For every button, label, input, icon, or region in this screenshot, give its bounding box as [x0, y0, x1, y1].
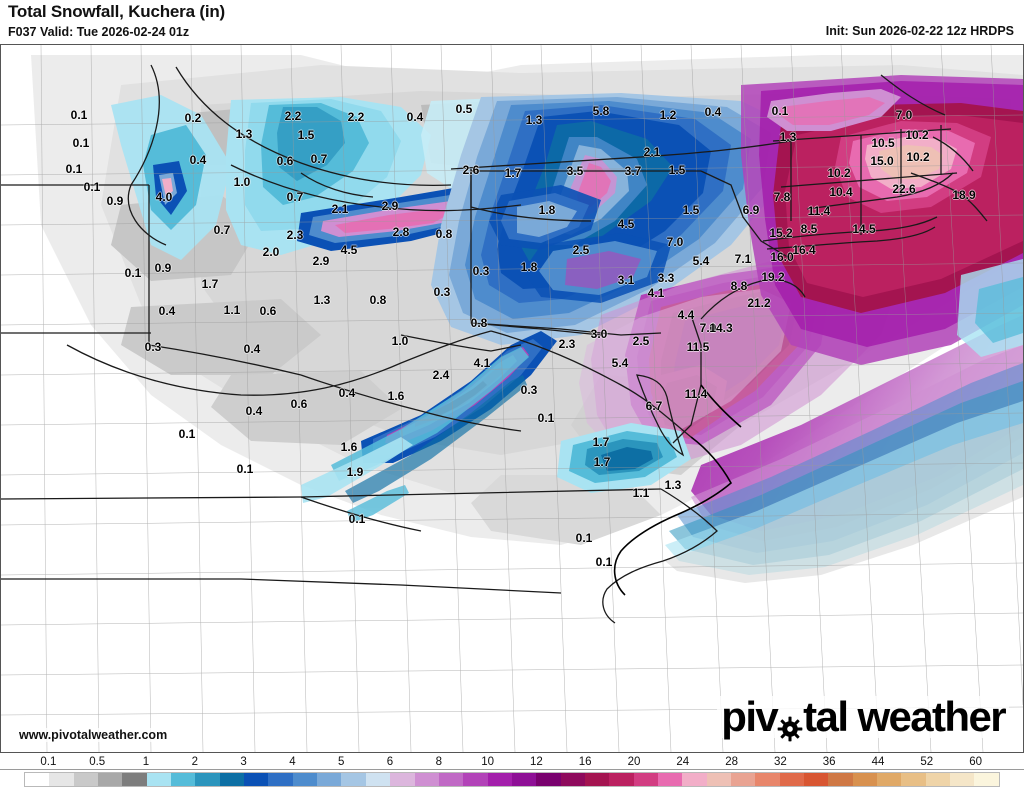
colorbar-tick-label: 12 — [529, 756, 543, 768]
colorbar-swatch[interactable] — [828, 773, 853, 786]
colorbar-swatch[interactable] — [974, 773, 999, 786]
colorbar-swatch[interactable] — [487, 773, 512, 786]
colorbar-swatch[interactable] — [560, 773, 585, 786]
colorbar-swatch[interactable] — [950, 773, 975, 786]
colorbar-tick-label: 28 — [725, 756, 738, 768]
colorbar-swatch[interactable] — [706, 773, 731, 786]
colorbar-tick-label: 44 — [871, 756, 885, 768]
colorbar-swatch[interactable] — [171, 773, 196, 786]
colorbar-swatch[interactable] — [511, 773, 537, 786]
colorbar-swatch[interactable] — [365, 773, 391, 786]
colorbar-tick-labels: 0.1 0.5 1 2 3 4 5 6 8 10 12 16 20 24 28 32 36 44 52 60 — [0, 755, 1024, 771]
gear-icon — [777, 707, 803, 742]
logo-text-pre: piv — [721, 693, 778, 740]
colorbar-swatch[interactable] — [414, 773, 439, 786]
logo-text-post: tal weather — [803, 693, 1006, 740]
map-canvas[interactable] — [1, 45, 1023, 752]
colorbar-tick-label: 3 — [240, 756, 247, 768]
colorbar-swatch[interactable] — [146, 773, 172, 786]
colorbar-swatch[interactable] — [49, 773, 74, 786]
colorbar-swatch[interactable] — [463, 773, 488, 786]
colorbar-tick-label: 16 — [578, 756, 592, 768]
colorbar-swatch[interactable] — [804, 773, 829, 786]
colorbar-tick-label: 10 — [481, 756, 494, 768]
colorbar-swatch[interactable] — [730, 773, 756, 786]
site-url-label: www.pivotalweather.com — [17, 728, 170, 742]
colorbar-swatch[interactable] — [25, 773, 50, 786]
map-frame[interactable]: 0.1 0.1 0.1 0.1 0.9 4.0 0.2 1.3 0.4 1.0 0.7 0.9 0.1 1… — [0, 44, 1024, 753]
colorbar-tick-label: 5 — [337, 756, 345, 768]
colorbar-tick-label: 52 — [920, 756, 934, 768]
colorbar-swatch[interactable] — [244, 773, 269, 786]
colorbar-tick-label: 0.5 — [89, 756, 106, 768]
colorbar-swatch[interactable] — [73, 773, 99, 786]
init-time-label: Init: Sun 2026-02-22 12z HRDPS — [825, 24, 1014, 38]
colorbar-swatch[interactable] — [609, 773, 634, 786]
colorbar-swatch[interactable] — [536, 773, 561, 786]
pivotal-weather-logo: piv tal weather — [717, 693, 1009, 742]
colorbar-swatch[interactable] — [268, 773, 293, 786]
colorbar-tick-label: 24 — [676, 756, 690, 768]
colorbar-swatch[interactable] — [438, 773, 464, 786]
colorbar-swatch[interactable] — [292, 773, 318, 786]
map-header: Total Snowfall, Kuchera (in) F037 Valid:… — [0, 0, 1024, 44]
colorbar-tick-label: 20 — [627, 756, 641, 768]
colorbar-swatch[interactable] — [755, 773, 780, 786]
colorbar-tick-label: 1 — [142, 756, 150, 768]
colorbar-swatches[interactable] — [24, 772, 1000, 787]
colorbar-swatch[interactable] — [779, 773, 804, 786]
colorbar-tick-label: 4 — [289, 756, 296, 768]
colorbar-tick-label: 6 — [386, 756, 394, 768]
colorbar-tick-label: 32 — [773, 756, 787, 768]
colorbar-swatch[interactable] — [317, 773, 342, 786]
colorbar-swatch[interactable] — [901, 773, 926, 786]
colorbar-swatch[interactable] — [633, 773, 658, 786]
colorbar-tick-label: 2 — [191, 756, 198, 768]
colorbar-swatch[interactable] — [341, 773, 366, 786]
colorbar[interactable]: 0.1 0.5 1 2 3 4 5 6 8 10 12 16 20 24 28 32 36 44 52 60 — [0, 755, 1024, 791]
colorbar-swatch[interactable] — [584, 773, 610, 786]
colorbar-swatch[interactable] — [122, 773, 147, 786]
valid-time-label: F037 Valid: Tue 2026-02-24 01z — [8, 25, 190, 39]
colorbar-swatch[interactable] — [98, 773, 123, 786]
colorbar-swatch[interactable] — [852, 773, 878, 786]
colorbar-swatch[interactable] — [195, 773, 220, 786]
colorbar-swatch[interactable] — [657, 773, 683, 786]
colorbar-swatch[interactable] — [219, 773, 245, 786]
colorbar-swatch[interactable] — [390, 773, 415, 786]
colorbar-swatch[interactable] — [682, 773, 707, 786]
page-title: Total Snowfall, Kuchera (in) — [8, 2, 225, 21]
snowfall-raster — [1, 45, 1023, 752]
colorbar-tick-label: 36 — [822, 756, 836, 768]
colorbar-tick-label: 0.1 — [40, 756, 57, 768]
colorbar-rule — [0, 769, 1024, 770]
colorbar-swatch[interactable] — [877, 773, 902, 786]
colorbar-tick-label: 8 — [435, 756, 442, 768]
colorbar-swatch[interactable] — [925, 773, 951, 786]
header-title-block: Total Snowfall, Kuchera (in) F037 Valid:… — [8, 2, 225, 40]
colorbar-tick-label: 60 — [969, 756, 982, 768]
